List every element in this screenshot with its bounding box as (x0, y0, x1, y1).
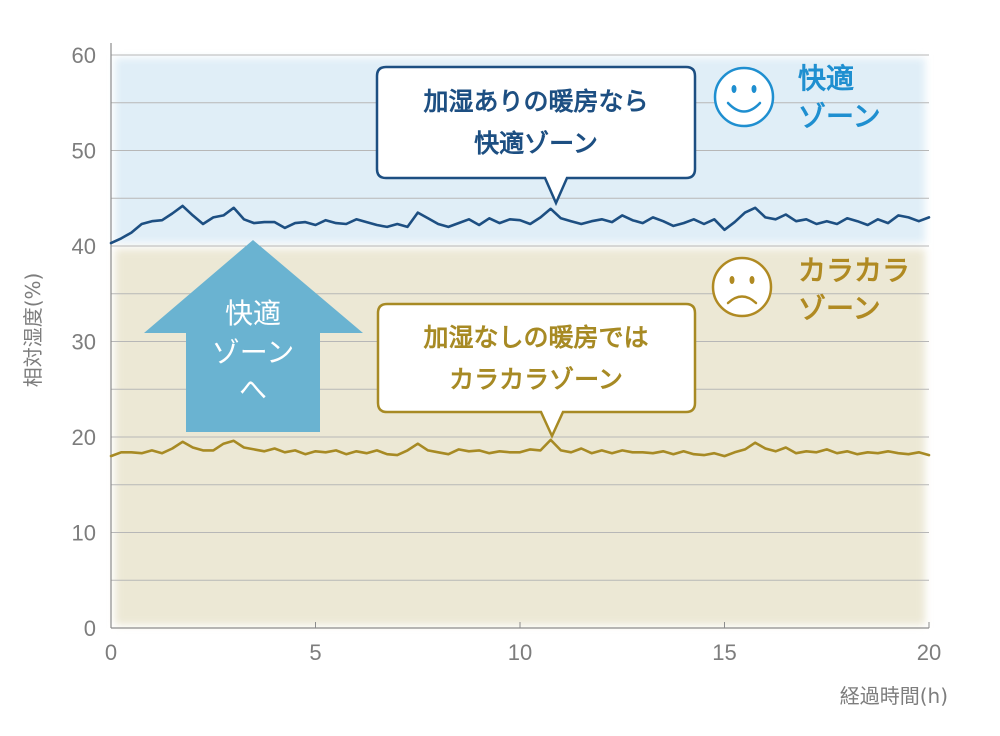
x-tick-label: 15 (712, 640, 736, 665)
series-lines (109, 204, 931, 458)
comfort-arrow: 快適 ゾーン へ (144, 240, 363, 432)
x-tick-label: 0 (105, 640, 117, 665)
x-tick-label: 5 (309, 640, 321, 665)
dry-callout-line-2: カラカラゾーン (449, 365, 623, 394)
arrow-label-line-2: ゾーン (212, 336, 295, 369)
dry-zone-label-line-2: ゾーン (798, 292, 881, 325)
y-tick-labels: 0 10 20 30 40 50 60 (72, 43, 96, 641)
y-tick-label: 20 (72, 425, 96, 450)
arrow-label-line-3: へ (239, 373, 267, 406)
x-tick-label: 20 (917, 640, 941, 665)
comfort-callout-line-2: 快適ゾーン (474, 129, 598, 158)
y-tick-label: 40 (72, 234, 96, 259)
smile-face-icon (713, 66, 775, 128)
comfort-callout-line-1: 加湿ありの暖房なら (422, 87, 648, 116)
y-tick-label: 60 (72, 43, 96, 68)
y-tick-label: 0 (84, 616, 96, 641)
x-axis-label: 経過時間(h) (840, 684, 948, 708)
comfort-callout: 加湿ありの暖房なら 快適ゾーン (375, 65, 697, 207)
series-line-with_humidifier (109, 204, 931, 245)
y-tick-label: 30 (72, 330, 96, 355)
comfort-zone-label-line-2: ゾーン (798, 100, 881, 133)
x-tick-label: 10 (508, 640, 532, 665)
y-tick-label: 10 (72, 521, 96, 546)
dry-zone-label-line-1: カラカラ (798, 254, 910, 287)
series-line-without_humidifier (109, 438, 931, 458)
arrow-label-line-1: 快適 (225, 297, 281, 330)
y-axis-label: 相対湿度(%) (21, 273, 45, 388)
frown-face-icon (711, 256, 773, 318)
comfort-callout-box (375, 65, 697, 207)
y-tick-label: 50 (72, 139, 96, 164)
dry-callout-line-1: 加湿なしの暖房では (422, 323, 648, 352)
comfort-zone-label-line-1: 快適 (798, 62, 854, 95)
up-arrow-icon (144, 240, 363, 432)
dry-callout: 加湿なしの暖房では カラカラゾーン (376, 302, 697, 440)
x-tick-labels: 0 5 10 15 20 (105, 622, 941, 665)
dry-callout-box (376, 302, 697, 440)
